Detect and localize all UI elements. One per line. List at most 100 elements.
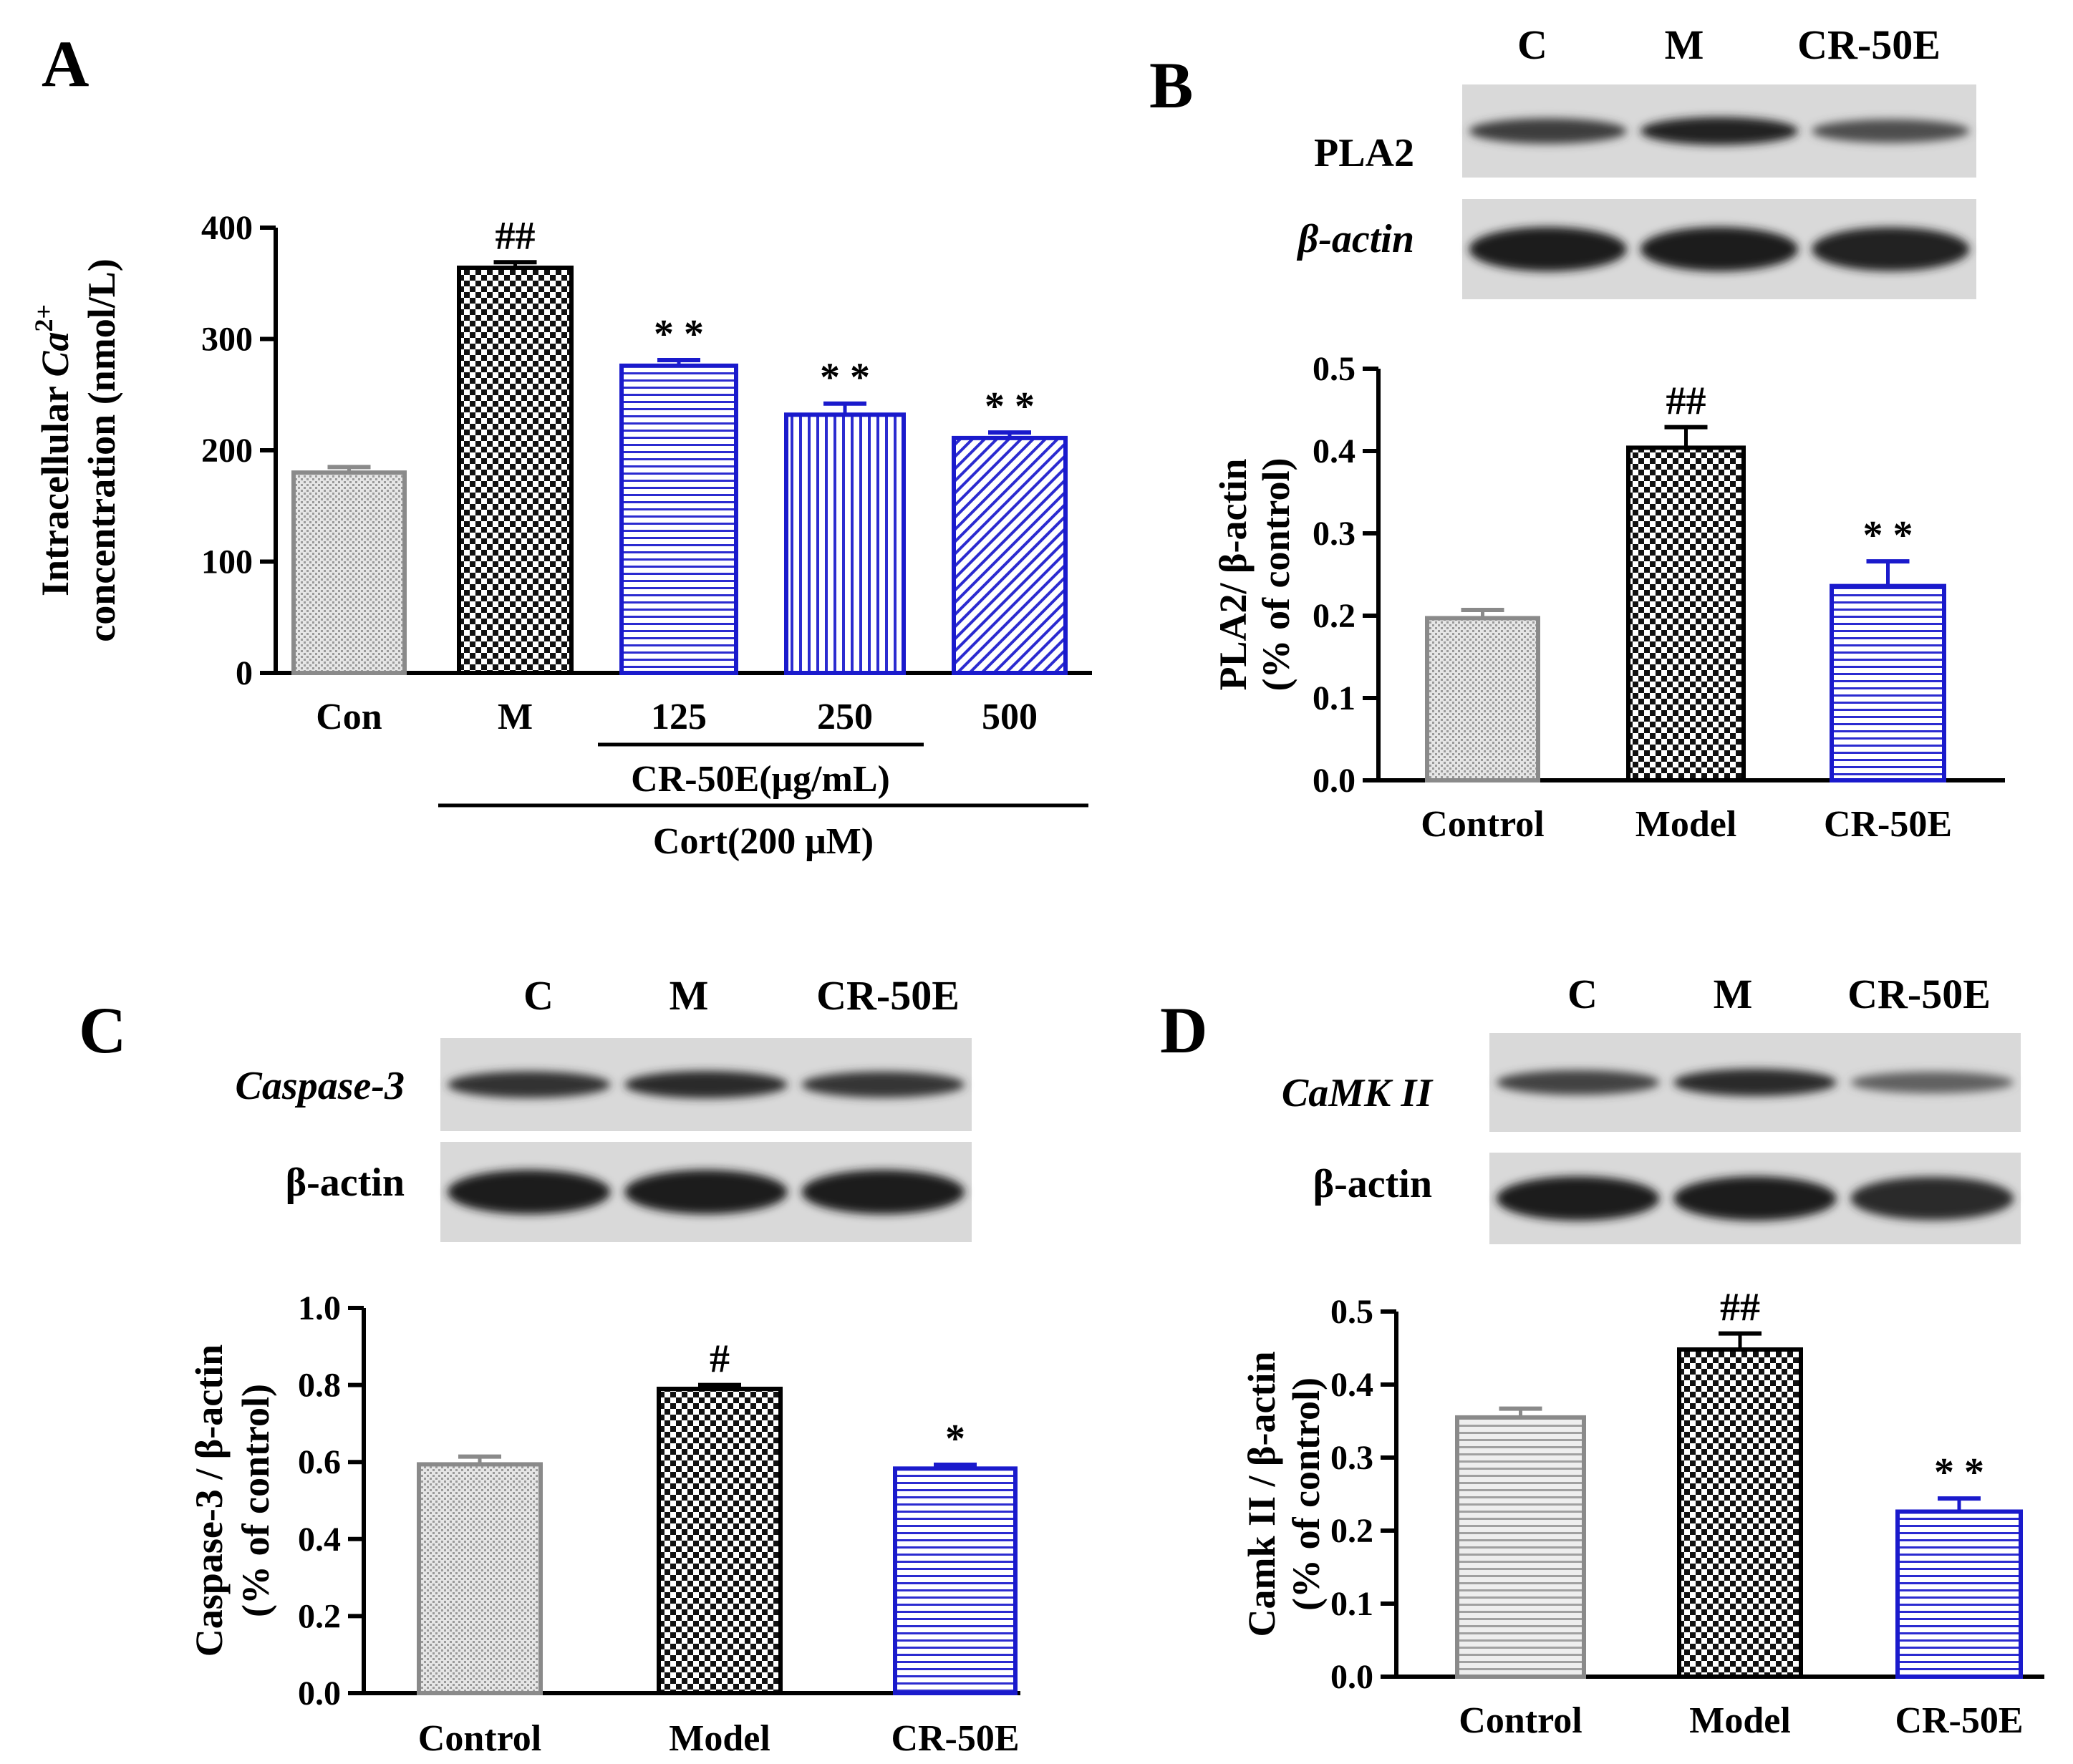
- lane-label: CR-50E: [1847, 971, 1991, 1017]
- protein-band: [1496, 1176, 1660, 1221]
- ylabel-prefix: Intracellular: [34, 377, 77, 596]
- y-tick-label: 0.5: [1330, 1293, 1373, 1331]
- protein-band: [1469, 227, 1627, 271]
- blot-row-label: PLA2: [1314, 131, 1414, 175]
- y-axis-label-line2: (% of control): [1285, 1377, 1328, 1611]
- significance-mark: * *: [985, 384, 1035, 429]
- lane-label: C: [1517, 21, 1547, 68]
- significance-mark: * *: [654, 312, 704, 357]
- y-tick-label: 0.6: [298, 1443, 341, 1481]
- y-tick-label: 0.0: [1330, 1658, 1373, 1696]
- lane-label: M: [1665, 21, 1704, 68]
- y-tick-label: 400: [201, 209, 253, 247]
- y-axis-label-line2: concentration (nmol/L): [80, 258, 123, 641]
- bar: [1455, 1415, 1586, 1680]
- bar: [952, 435, 1068, 676]
- y-tick-label: 100: [201, 543, 253, 581]
- category-label: CR-50E: [1895, 1700, 2023, 1741]
- ylabel-ion: Ca: [34, 332, 77, 377]
- bar: [1895, 1509, 2023, 1679]
- protein-band: [1496, 1070, 1660, 1095]
- y-tick-label: 300: [201, 321, 253, 359]
- y-tick-label: 0.3: [1330, 1439, 1373, 1477]
- lane-label: CR-50E: [816, 972, 960, 1019]
- lane-label: C: [523, 972, 554, 1019]
- protein-band: [1640, 117, 1799, 145]
- panel-a: A 0 100 200 300 400 Con ## M * * 125 * * 250 * * 500 In…: [29, 27, 1092, 862]
- bar: [417, 1462, 543, 1695]
- protein-band: [1812, 119, 1970, 143]
- y-tick-label: 0.4: [1330, 1366, 1373, 1404]
- panel-label: B: [1149, 49, 1193, 122]
- y-tick-label: 0.3: [1313, 515, 1356, 553]
- significance-mark: #: [710, 1337, 730, 1382]
- lane-label: M: [1714, 971, 1753, 1017]
- y-tick-label: 0.4: [1313, 432, 1356, 470]
- y-axis-label-line1: Caspase-3 / β-actin: [188, 1344, 231, 1657]
- blot-row-label: β-actin: [286, 1160, 405, 1205]
- y-axis-label-line1: Intracellular Ca2+: [29, 304, 77, 596]
- category-label: Control: [1459, 1700, 1582, 1741]
- western-blot: C M CR-50E Caspase-3 β-actin: [236, 972, 972, 1242]
- panel-label: D: [1160, 994, 1207, 1067]
- lane-label: M: [670, 972, 709, 1019]
- protein-band: [1673, 1176, 1837, 1221]
- category-label: 500: [982, 697, 1038, 737]
- blot-row-label: Caspase-3: [236, 1064, 405, 1108]
- significance-mark: ##: [1666, 379, 1706, 424]
- significance-mark: * *: [1934, 1450, 1984, 1495]
- y-tick-label: 0.2: [1313, 597, 1356, 635]
- y-tick-label: 0: [236, 654, 253, 692]
- bar: [291, 470, 407, 675]
- group-label-concentration: CR-50E(μg/mL): [631, 759, 890, 800]
- y-tick-label: 0.1: [1313, 679, 1356, 717]
- western-blot: C M CR-50E PLA2 β-actin: [1297, 21, 1976, 299]
- protein-band: [801, 1170, 965, 1214]
- category-label: Con: [316, 697, 382, 737]
- y-tick-label: 0.0: [298, 1675, 341, 1712]
- protein-band: [624, 1170, 788, 1214]
- blot-row-label: β-actin: [1313, 1162, 1432, 1206]
- panel-label: A: [42, 27, 89, 100]
- protein-band: [447, 1170, 611, 1214]
- y-axis-label-line1: Camk II / β-actin: [1240, 1352, 1283, 1637]
- category-label: Model: [1689, 1700, 1791, 1741]
- y-axis-label-line1: PLA2/ β-actin: [1212, 459, 1255, 691]
- bar: [784, 412, 906, 675]
- y-tick-label: 0.2: [298, 1597, 341, 1635]
- y-tick-label: 0.8: [298, 1367, 341, 1405]
- lane-label: C: [1567, 971, 1598, 1017]
- y-axis-label-line2: (% of control): [1255, 458, 1298, 692]
- y-tick-label: 0.1: [1330, 1585, 1373, 1623]
- western-blot: C M CR-50E CaMK II β-actin: [1282, 971, 2021, 1244]
- y-tick-label: 200: [201, 432, 253, 470]
- bar: [893, 1466, 1018, 1695]
- bar: [1626, 445, 1746, 783]
- significance-mark: ##: [496, 214, 536, 258]
- category-label: 250: [817, 697, 873, 737]
- protein-band: [1640, 227, 1799, 271]
- category-label: Model: [669, 1718, 770, 1759]
- y-tick-label: 0.4: [298, 1521, 341, 1559]
- ylabel-superscript: 2+: [29, 304, 58, 332]
- category-label: Control: [1421, 804, 1544, 845]
- group-label-cort: Cort(200 μM): [653, 821, 874, 862]
- protein-band: [1850, 1071, 2014, 1094]
- category-label: CR-50E: [891, 1718, 1019, 1759]
- category-label: 125: [651, 697, 707, 737]
- significance-mark: * *: [1863, 513, 1913, 558]
- significance-mark: * *: [820, 356, 870, 400]
- protein-band: [1469, 118, 1627, 144]
- blot-row-label: β-actin: [1297, 217, 1414, 261]
- category-label: M: [498, 697, 533, 737]
- protein-band: [447, 1071, 611, 1098]
- protein-band: [624, 1070, 788, 1099]
- y-axis-label-line2: (% of control): [234, 1384, 277, 1617]
- bar: [619, 363, 738, 675]
- category-label: Model: [1635, 804, 1737, 845]
- y-tick-label: 0.5: [1313, 350, 1356, 388]
- significance-mark: *: [945, 1417, 965, 1461]
- bar: [1425, 616, 1540, 783]
- panel-label: C: [79, 994, 126, 1067]
